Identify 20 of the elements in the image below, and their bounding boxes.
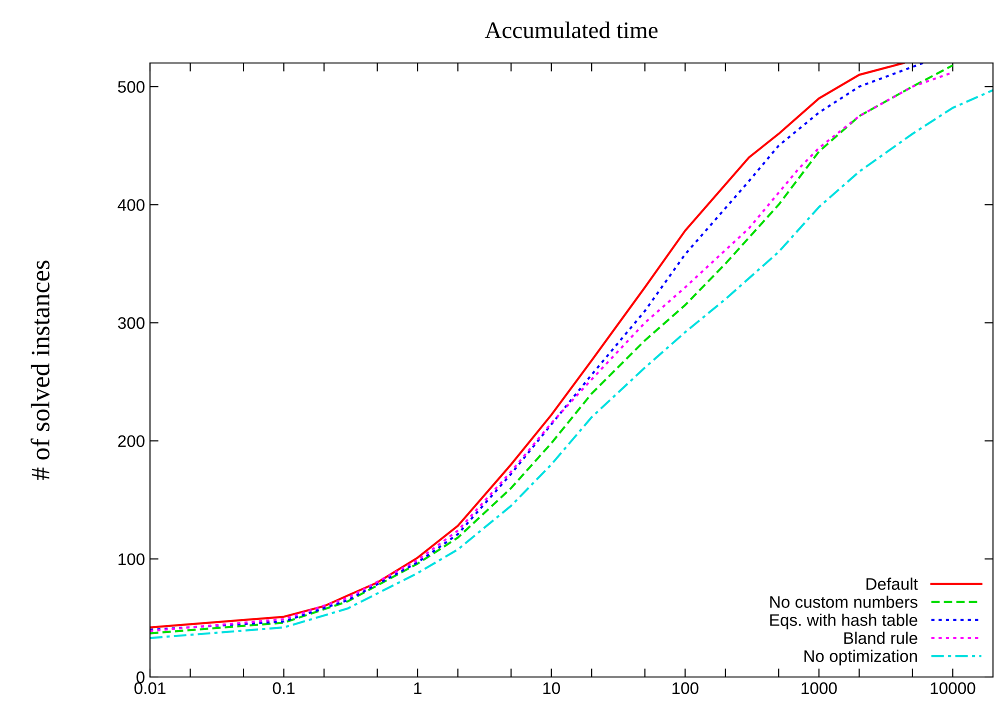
legend-label: Bland rule <box>844 632 918 644</box>
y-tick-label: 500 <box>118 81 144 93</box>
chart-title: Accumulated time <box>484 22 658 38</box>
y-tick-label: 100 <box>118 553 144 566</box>
x-tick-label: 1 <box>414 682 422 694</box>
y-tick-label: 200 <box>118 435 144 448</box>
x-tick-label: 0.01 <box>134 682 166 694</box>
y-axis-title: # of solved instances <box>30 260 50 480</box>
x-tick-label: 100 <box>672 682 698 694</box>
legend-label: No custom numbers <box>770 596 918 608</box>
y-tick-label: 0 <box>136 671 144 684</box>
y-tick-label: 400 <box>118 199 144 211</box>
x-tick-label: 10000 <box>930 682 976 694</box>
x-tick-label: 1000 <box>802 682 837 694</box>
x-tick-label: 0.1 <box>272 682 295 694</box>
legend-label: Eqs. with hash table <box>770 614 918 630</box>
legend-label: Default <box>866 578 918 590</box>
legend-label: No optimization <box>804 650 917 666</box>
x-tick-label: 10 <box>543 682 560 694</box>
y-tick-label: 300 <box>118 317 144 329</box>
